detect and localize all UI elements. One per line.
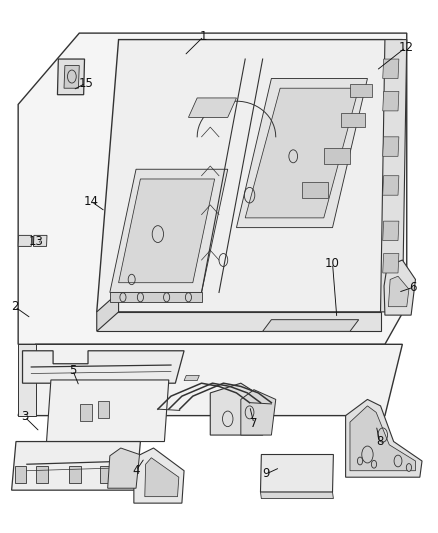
Text: 10: 10 — [325, 257, 340, 270]
Text: 14: 14 — [84, 195, 99, 208]
Bar — [100, 466, 111, 483]
Polygon shape — [18, 344, 35, 416]
Text: 3: 3 — [21, 410, 28, 423]
Text: 6: 6 — [410, 281, 417, 294]
Polygon shape — [110, 169, 228, 293]
Polygon shape — [302, 182, 328, 198]
Polygon shape — [241, 390, 276, 435]
Text: 1: 1 — [200, 30, 208, 43]
Polygon shape — [119, 179, 215, 282]
Polygon shape — [389, 276, 409, 306]
Polygon shape — [57, 59, 85, 95]
Polygon shape — [263, 320, 359, 332]
Polygon shape — [346, 399, 422, 477]
Polygon shape — [383, 92, 399, 111]
Polygon shape — [383, 221, 399, 240]
Text: 7: 7 — [250, 417, 258, 430]
Bar — [14, 466, 26, 483]
Polygon shape — [383, 254, 399, 273]
Polygon shape — [134, 448, 184, 503]
Bar — [69, 466, 81, 483]
Polygon shape — [64, 66, 79, 88]
Circle shape — [371, 461, 377, 468]
Polygon shape — [261, 492, 333, 498]
Polygon shape — [97, 39, 403, 312]
Polygon shape — [261, 455, 333, 492]
Polygon shape — [350, 406, 416, 471]
Text: 15: 15 — [78, 77, 93, 90]
Polygon shape — [46, 380, 169, 441]
Polygon shape — [12, 441, 141, 490]
Polygon shape — [383, 137, 399, 156]
Circle shape — [357, 457, 363, 465]
Polygon shape — [188, 98, 237, 117]
Polygon shape — [381, 39, 407, 312]
Circle shape — [406, 464, 412, 471]
Text: 9: 9 — [262, 467, 270, 480]
Text: 4: 4 — [132, 464, 140, 477]
Polygon shape — [145, 458, 179, 497]
Polygon shape — [210, 383, 272, 435]
Text: 12: 12 — [399, 41, 413, 54]
Bar — [36, 466, 48, 483]
Bar — [98, 401, 109, 417]
Polygon shape — [384, 260, 416, 315]
Text: 13: 13 — [29, 236, 44, 248]
Text: 8: 8 — [376, 435, 383, 448]
Polygon shape — [383, 59, 399, 78]
Polygon shape — [110, 293, 201, 302]
Polygon shape — [18, 33, 407, 344]
Bar — [80, 404, 92, 421]
Polygon shape — [245, 88, 359, 218]
Polygon shape — [184, 375, 199, 381]
Text: 5: 5 — [69, 364, 76, 377]
Polygon shape — [324, 148, 350, 164]
Polygon shape — [108, 448, 140, 488]
Polygon shape — [97, 312, 381, 332]
Polygon shape — [22, 351, 184, 383]
Polygon shape — [97, 293, 119, 332]
Text: 2: 2 — [11, 300, 18, 313]
Polygon shape — [237, 78, 367, 228]
Polygon shape — [18, 236, 32, 246]
Polygon shape — [18, 344, 403, 416]
Polygon shape — [33, 236, 47, 246]
Polygon shape — [341, 113, 365, 127]
Polygon shape — [350, 84, 372, 96]
Polygon shape — [383, 176, 399, 195]
